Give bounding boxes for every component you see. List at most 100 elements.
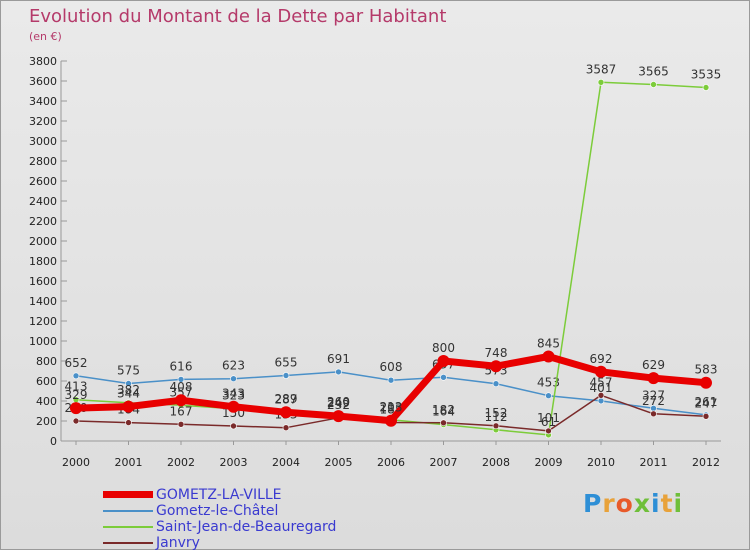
data-point — [542, 350, 555, 363]
data-point — [122, 400, 135, 413]
data-point — [125, 380, 132, 387]
data-label: 3565 — [638, 65, 669, 79]
data-label: 3535 — [691, 68, 722, 82]
data-point — [385, 414, 397, 427]
data-label: 457 — [590, 375, 613, 389]
legend-swatch — [103, 542, 153, 544]
legend-label: Saint-Jean-de-Beauregard — [156, 519, 337, 535]
x-tick-label: 2003 — [220, 456, 248, 469]
legend-label: Gometz-le-Châtel — [156, 503, 279, 519]
chart-subtitle: (en €) — [29, 30, 62, 43]
x-tick-label: 2001 — [115, 456, 143, 469]
data-label: 629 — [642, 358, 665, 372]
data-point — [650, 410, 657, 418]
y-tick-label: 2800 — [29, 155, 57, 168]
data-point — [700, 376, 712, 389]
data-label: 327 — [642, 388, 665, 402]
y-tick-label: 600 — [36, 375, 57, 388]
data-point — [282, 424, 290, 432]
y-tick-label: 0 — [50, 435, 57, 448]
data-point — [280, 406, 292, 419]
x-tick-label: 2009 — [535, 456, 563, 469]
data-label: 691 — [327, 352, 350, 366]
chart-title: Evolution du Montant de la Dette par Hab… — [29, 6, 447, 27]
x-tick-label: 2006 — [377, 456, 405, 469]
data-point — [332, 410, 345, 423]
legend-swatch — [103, 510, 153, 512]
data-label: 655 — [275, 356, 298, 370]
data-label: 167 — [170, 404, 193, 418]
data-point — [595, 365, 607, 378]
data-label: 272 — [642, 394, 665, 408]
data-label: 357 — [170, 385, 193, 399]
y-tick-label: 3800 — [29, 55, 57, 68]
data-point — [437, 355, 450, 367]
data-point — [650, 81, 657, 88]
proxiti-logo: Proxiti — [583, 489, 684, 518]
data-label: 260 — [327, 395, 350, 409]
data-point — [492, 422, 500, 430]
data-point — [177, 376, 185, 383]
data-point — [72, 417, 80, 425]
y-tick-label: 1600 — [29, 275, 57, 288]
data-label: 3587 — [586, 62, 617, 76]
y-tick-label: 2400 — [29, 195, 57, 208]
y-tick-label: 1400 — [29, 295, 57, 308]
data-label: 616 — [170, 359, 193, 373]
data-label: 203 — [380, 401, 403, 415]
data-label: 112 — [485, 410, 508, 424]
data-label: 401 — [590, 381, 613, 395]
data-point — [702, 84, 710, 91]
x-tick-label: 2012 — [692, 456, 720, 469]
data-point — [387, 376, 395, 384]
data-point — [335, 368, 342, 376]
data-label: 261 — [695, 395, 718, 409]
data-label: 608 — [380, 360, 403, 374]
data-label: 323 — [222, 389, 245, 403]
data-label: 575 — [117, 364, 140, 378]
y-tick-label: 200 — [36, 415, 57, 428]
legend-label: GOMETZ-LA-VILLE — [156, 487, 282, 503]
data-point — [597, 79, 605, 86]
data-label: 583 — [695, 363, 718, 377]
data-point — [440, 419, 447, 427]
x-tick-label: 2011 — [640, 456, 668, 469]
data-label: 182 — [432, 403, 455, 417]
data-point — [227, 400, 240, 413]
data-point — [230, 422, 237, 430]
legend-swatch — [103, 491, 153, 498]
data-label: 247 — [695, 396, 718, 410]
y-tick-label: 3400 — [29, 95, 57, 108]
data-point — [175, 394, 187, 407]
data-label: 344 — [117, 387, 140, 401]
data-label: 800 — [432, 341, 455, 355]
data-label: 164 — [432, 405, 455, 419]
data-point — [545, 427, 552, 435]
data-label: 652 — [65, 356, 88, 370]
data-label: 343 — [222, 387, 245, 401]
data-label: 249 — [327, 396, 350, 410]
data-label: 101 — [537, 411, 560, 425]
data-point — [492, 380, 500, 388]
data-label: 748 — [485, 346, 508, 360]
data-label: 152 — [485, 406, 508, 420]
data-point — [597, 391, 605, 399]
data-label: 623 — [222, 359, 245, 373]
x-tick-label: 2005 — [325, 456, 353, 469]
legend-label: Janvry — [156, 535, 200, 551]
y-tick-label: 400 — [36, 395, 57, 408]
x-tick-label: 2000 — [62, 456, 90, 469]
data-point — [647, 372, 660, 385]
y-tick-label: 2200 — [29, 215, 57, 228]
y-tick-label: 2000 — [29, 235, 57, 248]
data-label: 408 — [170, 380, 193, 394]
data-label: 453 — [537, 376, 560, 390]
y-tick-label: 2600 — [29, 175, 57, 188]
data-label: 232 — [327, 398, 350, 412]
data-point — [282, 372, 290, 379]
legend-swatch — [103, 526, 153, 528]
y-tick-label: 3600 — [29, 75, 57, 88]
x-tick-label: 2008 — [482, 456, 510, 469]
